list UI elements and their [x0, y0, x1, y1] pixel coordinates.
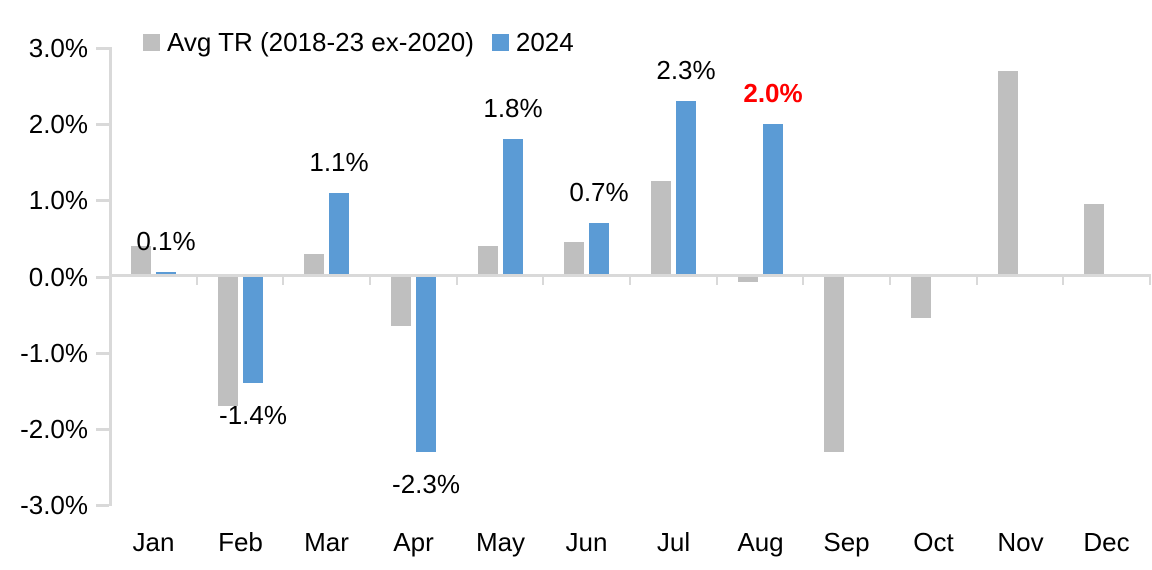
x-axis-tick	[196, 277, 198, 285]
data-label-2024-may: 1.8%	[483, 93, 543, 123]
bar-avg-tr-aug	[738, 277, 758, 282]
y-axis-tick	[96, 199, 109, 202]
data-label-2024-jun: 0.7%	[569, 177, 629, 207]
x-axis-label-sep: Sep	[823, 527, 870, 557]
data-label-2024-feb: -1.4%	[219, 400, 287, 430]
x-axis-tick	[629, 277, 631, 285]
x-axis-label-jan: Jan	[132, 527, 175, 557]
y-axis-tick	[96, 504, 109, 507]
x-axis-tick	[802, 277, 804, 285]
legend-swatch-2024	[491, 33, 509, 51]
bar-2024-jun	[589, 223, 609, 274]
y-axis-tick-label: 0.0%	[28, 262, 88, 292]
y-axis-tick-label: 2.0%	[28, 109, 88, 139]
x-axis-label-feb: Feb	[218, 527, 263, 557]
y-axis-tick	[96, 276, 109, 279]
legend-label-2024: 2024	[515, 27, 574, 57]
x-axis-label-jun: Jun	[565, 527, 608, 557]
legend-swatch-avg-tr	[143, 33, 160, 51]
x-axis-label-jul: Jul	[656, 527, 691, 557]
y-axis-tick	[96, 123, 109, 126]
bar-2024-aug	[763, 124, 783, 274]
bar-avg-tr-nov	[998, 71, 1018, 274]
y-axis-tick-label: -1.0%	[20, 338, 88, 368]
x-axis-tick	[109, 277, 111, 285]
y-axis-tick-label: -3.0%	[20, 490, 88, 520]
x-axis-label-may: May	[475, 527, 526, 557]
bar-2024-mar	[329, 193, 349, 274]
x-axis-label-apr: Apr	[393, 527, 434, 557]
data-label-2024-jul: 2.3%	[656, 55, 716, 85]
x-axis-line	[109, 274, 1151, 277]
x-axis-tick	[456, 277, 458, 285]
bar-avg-tr-mar	[304, 254, 324, 274]
x-axis-tick	[1062, 277, 1064, 285]
data-label-2024-aug: 2.0%	[743, 78, 803, 108]
y-axis-tick-label: 3.0%	[28, 33, 88, 63]
bar-avg-tr-apr	[391, 277, 411, 326]
data-label-2024-apr: -2.3%	[392, 469, 460, 499]
data-label-2024-mar: 1.1%	[309, 147, 369, 177]
y-axis-tick-label: -2.0%	[20, 414, 88, 444]
x-axis-tick	[369, 277, 371, 285]
x-axis-label-aug: Aug	[737, 527, 784, 557]
bar-2024-jan	[156, 272, 176, 274]
bar-avg-tr-may	[478, 246, 498, 274]
legend-label-avg-tr: Avg TR (2018-23 ex-2020)	[167, 27, 474, 57]
bar-avg-tr-jan	[131, 246, 151, 274]
legend-item-avg-tr: Avg TR (2018-23 ex-2020)	[143, 28, 474, 56]
bar-2024-feb	[243, 277, 263, 383]
legend: Avg TR (2018-23 ex-2020) 2024	[143, 28, 574, 56]
x-axis-label-dec: Dec	[1083, 527, 1130, 557]
bar-avg-tr-jun	[564, 242, 584, 274]
x-axis-tick	[716, 277, 718, 285]
x-axis-tick	[976, 277, 978, 285]
y-axis-tick	[96, 47, 109, 50]
bar-avg-tr-dec	[1084, 204, 1104, 274]
y-axis-tick-label: 1.0%	[28, 185, 88, 215]
x-axis-label-oct: Oct	[913, 527, 954, 557]
x-axis-tick	[542, 277, 544, 285]
bar-2024-may	[503, 139, 523, 274]
legend-item-2024: 2024	[491, 27, 574, 57]
x-axis-label-mar: Mar	[304, 527, 349, 557]
x-axis-label-nov: Nov	[997, 527, 1044, 557]
bar-2024-apr	[416, 277, 436, 452]
x-axis-tick	[1149, 277, 1151, 285]
x-axis-tick	[282, 277, 284, 285]
bar-avg-tr-sep	[824, 277, 844, 452]
data-label-2024-jan: 0.1%	[136, 226, 196, 256]
x-axis-tick	[889, 277, 891, 285]
bar-avg-tr-jul	[651, 181, 671, 274]
bar-avg-tr-feb	[218, 277, 238, 406]
bar-avg-tr-oct	[911, 277, 931, 318]
bar-2024-jul	[676, 101, 696, 274]
y-axis-tick	[96, 428, 109, 431]
y-axis-tick	[96, 352, 109, 355]
